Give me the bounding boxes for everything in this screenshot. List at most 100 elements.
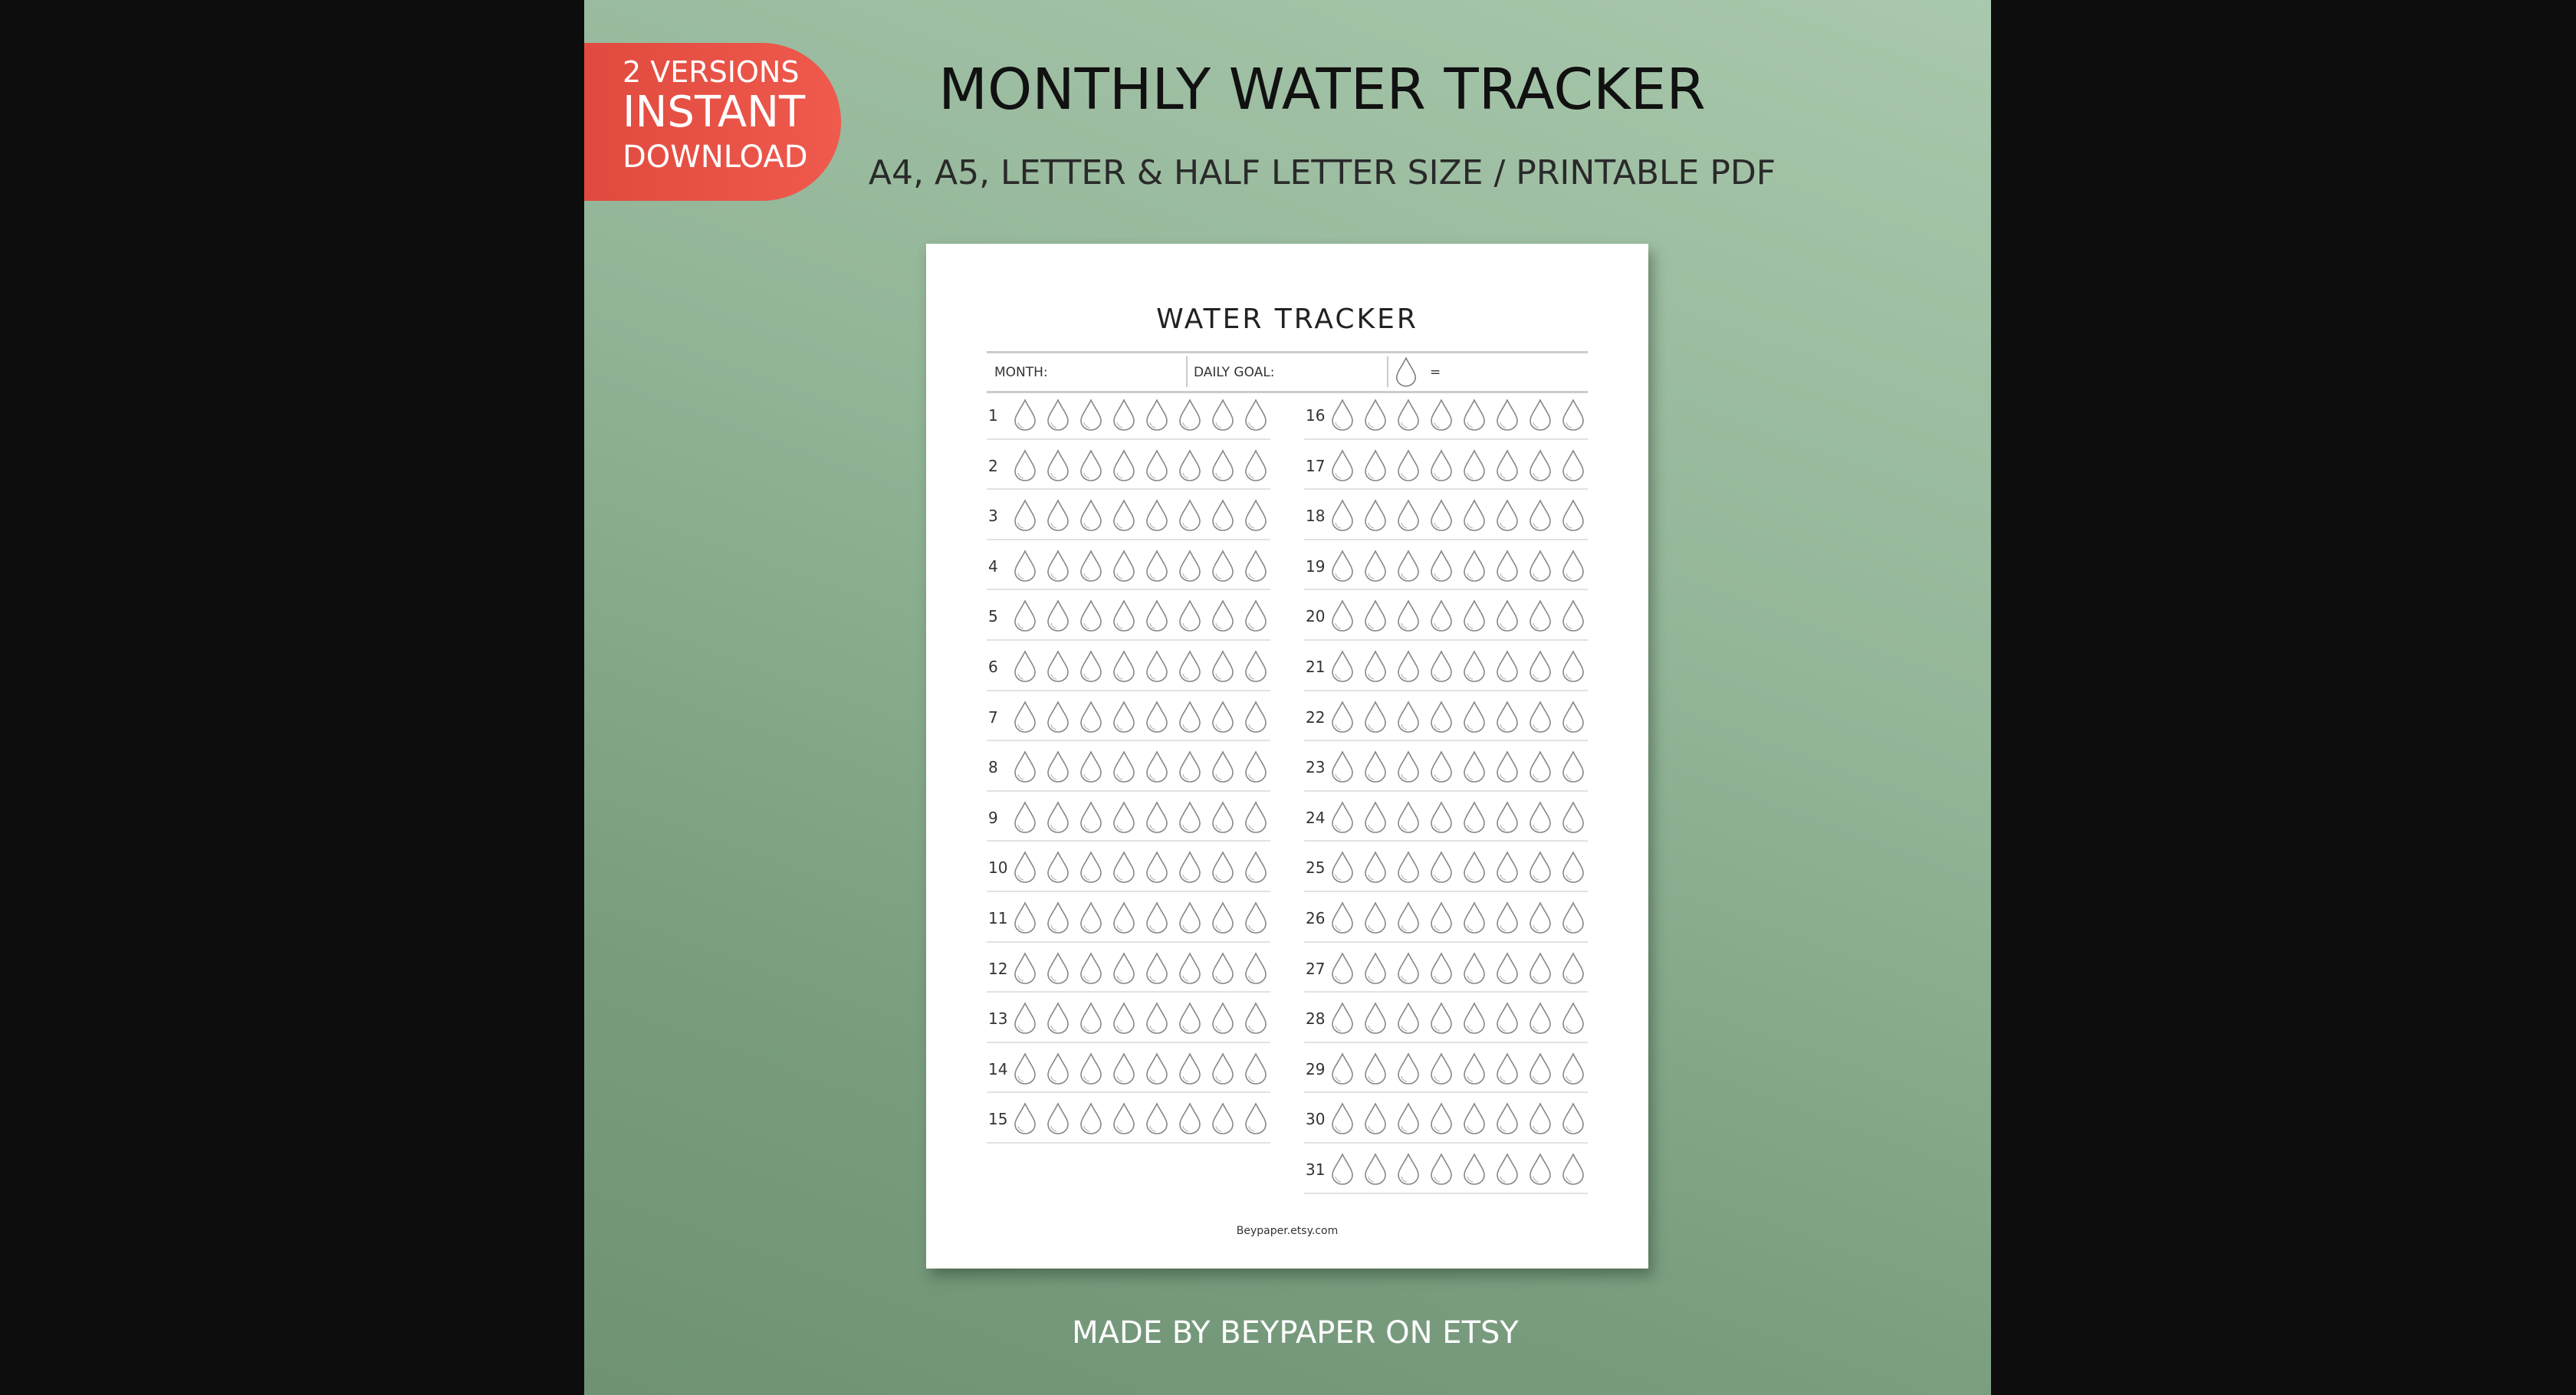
- water-drop-icon[interactable]: [1528, 750, 1552, 786]
- water-drop-icon[interactable]: [1211, 750, 1235, 786]
- water-drop-icon[interactable]: [1462, 851, 1487, 886]
- water-drop-icon[interactable]: [1561, 1153, 1585, 1188]
- water-drop-icon[interactable]: [1330, 951, 1355, 987]
- water-drop-icon[interactable]: [1429, 599, 1454, 635]
- water-drop-icon[interactable]: [1561, 549, 1585, 585]
- water-drop-icon[interactable]: [1046, 1052, 1070, 1088]
- water-drop-icon[interactable]: [1145, 1052, 1169, 1088]
- water-drop-icon[interactable]: [1145, 1002, 1169, 1037]
- water-drop-icon[interactable]: [1330, 448, 1355, 484]
- water-drop-icon[interactable]: [1396, 499, 1421, 534]
- water-drop-icon[interactable]: [1046, 1102, 1070, 1137]
- water-drop-icon[interactable]: [1079, 499, 1103, 534]
- water-drop-icon[interactable]: [1211, 448, 1235, 484]
- water-drop-icon[interactable]: [1145, 700, 1169, 736]
- water-drop-icon[interactable]: [1013, 399, 1037, 434]
- water-drop-icon[interactable]: [1396, 700, 1421, 736]
- water-drop-icon[interactable]: [1561, 851, 1585, 886]
- water-drop-icon[interactable]: [1013, 650, 1037, 685]
- water-drop-icon[interactable]: [1178, 750, 1202, 786]
- water-drop-icon[interactable]: [1363, 951, 1388, 987]
- water-drop-icon[interactable]: [1112, 499, 1136, 534]
- water-drop-icon[interactable]: [1462, 499, 1487, 534]
- water-drop-icon[interactable]: [1363, 901, 1388, 937]
- water-drop-icon[interactable]: [1013, 448, 1037, 484]
- water-drop-icon[interactable]: [1396, 599, 1421, 635]
- water-drop-icon[interactable]: [1145, 399, 1169, 434]
- water-drop-icon[interactable]: [1046, 951, 1070, 987]
- water-drop-icon[interactable]: [1396, 1052, 1421, 1088]
- water-drop-icon[interactable]: [1112, 951, 1136, 987]
- water-drop-icon[interactable]: [1528, 851, 1552, 886]
- water-drop-icon[interactable]: [1178, 448, 1202, 484]
- water-drop-icon[interactable]: [1561, 700, 1585, 736]
- water-drop-icon[interactable]: [1528, 599, 1552, 635]
- water-drop-icon[interactable]: [1211, 901, 1235, 937]
- water-drop-icon[interactable]: [1178, 549, 1202, 585]
- water-drop-icon[interactable]: [1462, 1102, 1487, 1137]
- water-drop-icon[interactable]: [1244, 1052, 1268, 1088]
- water-drop-icon[interactable]: [1363, 1102, 1388, 1137]
- water-drop-icon[interactable]: [1528, 901, 1552, 937]
- water-drop-icon[interactable]: [1112, 448, 1136, 484]
- water-drop-icon[interactable]: [1561, 399, 1585, 434]
- water-drop-icon[interactable]: [1013, 700, 1037, 736]
- water-drop-icon[interactable]: [1244, 650, 1268, 685]
- water-drop-icon[interactable]: [1079, 399, 1103, 434]
- water-drop-icon[interactable]: [1363, 599, 1388, 635]
- water-drop-icon[interactable]: [1462, 800, 1487, 836]
- water-drop-icon[interactable]: [1495, 549, 1520, 585]
- water-drop-icon[interactable]: [1561, 1052, 1585, 1088]
- water-drop-icon[interactable]: [1046, 448, 1070, 484]
- water-drop-icon[interactable]: [1363, 750, 1388, 786]
- water-drop-icon[interactable]: [1528, 1102, 1552, 1137]
- water-drop-icon[interactable]: [1429, 549, 1454, 585]
- water-drop-icon[interactable]: [1429, 700, 1454, 736]
- water-drop-icon[interactable]: [1013, 951, 1037, 987]
- water-drop-icon[interactable]: [1330, 901, 1355, 937]
- water-drop-icon[interactable]: [1112, 901, 1136, 937]
- water-drop-icon[interactable]: [1561, 750, 1585, 786]
- water-drop-icon[interactable]: [1462, 1002, 1487, 1037]
- water-drop-icon[interactable]: [1178, 700, 1202, 736]
- water-drop-icon[interactable]: [1396, 901, 1421, 937]
- water-drop-icon[interactable]: [1495, 650, 1520, 685]
- water-drop-icon[interactable]: [1079, 599, 1103, 635]
- water-drop-icon[interactable]: [1112, 399, 1136, 434]
- water-drop-icon[interactable]: [1462, 1052, 1487, 1088]
- water-drop-icon[interactable]: [1145, 800, 1169, 836]
- water-drop-icon[interactable]: [1528, 399, 1552, 434]
- water-drop-icon[interactable]: [1429, 399, 1454, 434]
- water-drop-icon[interactable]: [1462, 650, 1487, 685]
- water-drop-icon[interactable]: [1462, 448, 1487, 484]
- water-drop-icon[interactable]: [1330, 1153, 1355, 1188]
- water-drop-icon[interactable]: [1046, 650, 1070, 685]
- water-drop-icon[interactable]: [1079, 800, 1103, 836]
- water-drop-icon[interactable]: [1244, 1002, 1268, 1037]
- water-drop-icon[interactable]: [1178, 1002, 1202, 1037]
- water-drop-icon[interactable]: [1495, 700, 1520, 736]
- water-drop-icon[interactable]: [1211, 499, 1235, 534]
- water-drop-icon[interactable]: [1396, 650, 1421, 685]
- water-drop-icon[interactable]: [1330, 549, 1355, 585]
- water-drop-icon[interactable]: [1396, 951, 1421, 987]
- water-drop-icon[interactable]: [1178, 800, 1202, 836]
- water-drop-icon[interactable]: [1396, 851, 1421, 886]
- water-drop-icon[interactable]: [1211, 549, 1235, 585]
- water-drop-icon[interactable]: [1178, 650, 1202, 685]
- water-drop-icon[interactable]: [1561, 499, 1585, 534]
- water-drop-icon[interactable]: [1244, 700, 1268, 736]
- water-drop-icon[interactable]: [1561, 448, 1585, 484]
- water-drop-icon[interactable]: [1528, 1052, 1552, 1088]
- water-drop-icon[interactable]: [1561, 650, 1585, 685]
- water-drop-icon[interactable]: [1079, 549, 1103, 585]
- water-drop-icon[interactable]: [1145, 650, 1169, 685]
- water-drop-icon[interactable]: [1495, 750, 1520, 786]
- water-drop-icon[interactable]: [1495, 1102, 1520, 1137]
- water-drop-icon[interactable]: [1495, 448, 1520, 484]
- water-drop-icon[interactable]: [1244, 1102, 1268, 1137]
- water-drop-icon[interactable]: [1396, 750, 1421, 786]
- water-drop-icon[interactable]: [1013, 851, 1037, 886]
- water-drop-icon[interactable]: [1528, 1002, 1552, 1037]
- water-drop-icon[interactable]: [1145, 951, 1169, 987]
